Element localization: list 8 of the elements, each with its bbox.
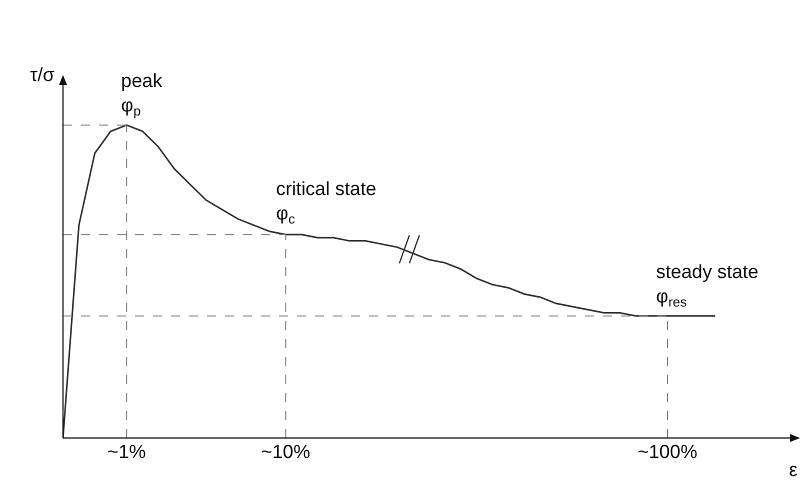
annotation: critical state φ$_{c}$ xyxy=(276,179,376,227)
x-tick-label: ~1% xyxy=(107,442,146,463)
y-axis-title: τ/σ xyxy=(30,65,55,86)
x-tick-label: ~10% xyxy=(261,442,310,463)
x-tick-label: ~100% xyxy=(638,442,698,463)
annotation: peak φ$_{p}$ xyxy=(121,71,163,119)
annotation: steady state φ$_{res}$ xyxy=(656,262,758,310)
x-axis-title: ε xyxy=(789,460,798,481)
